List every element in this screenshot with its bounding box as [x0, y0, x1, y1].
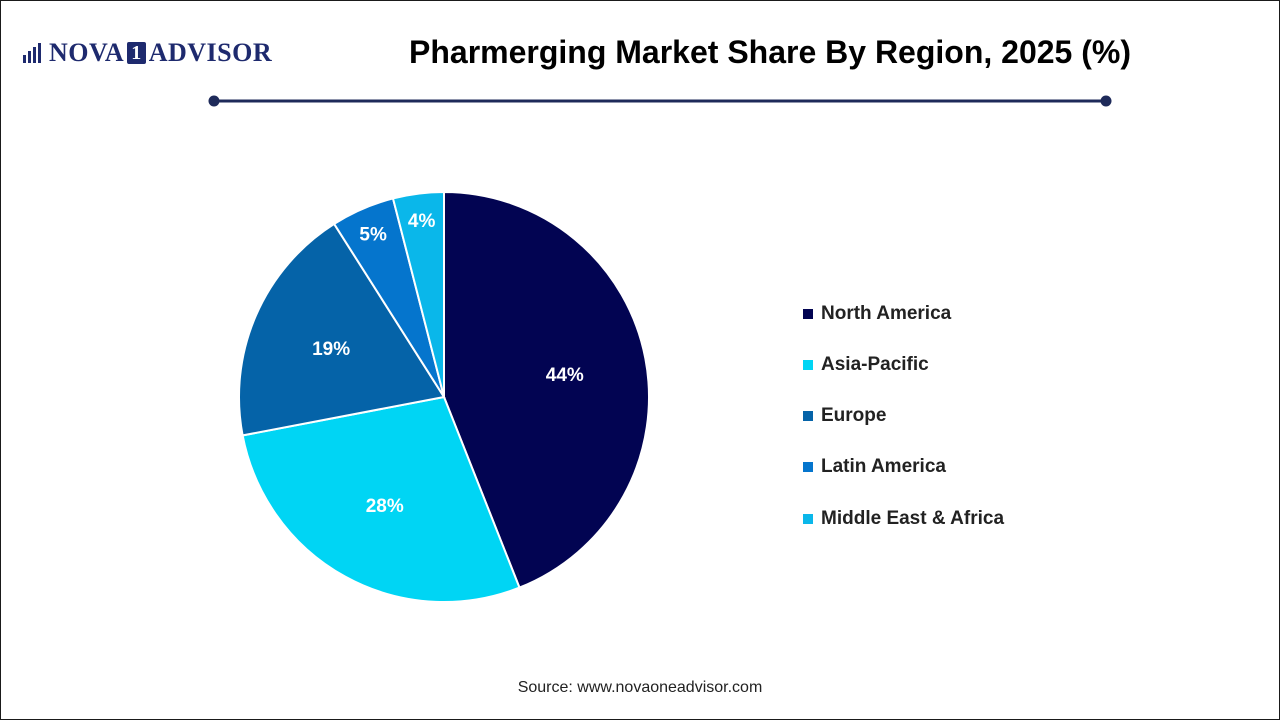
- legend-item-asia-pacific: Asia-Pacific: [803, 339, 1004, 390]
- legend-item-north-america: North America: [803, 288, 1004, 339]
- title-underline: [208, 95, 1112, 107]
- pie-slice-north-america: [443, 190, 650, 589]
- legend-swatch-europe: [803, 410, 813, 421]
- logo-bars-icon: [23, 43, 41, 63]
- logo-text-right: ADVISOR: [148, 38, 273, 67]
- legend-item-europe: Europe: [803, 390, 1004, 441]
- legend-label-middle-east-africa: Middle East & Africa: [821, 507, 1005, 529]
- source-note: Source: www.novaoneadvisor.com: [517, 679, 763, 696]
- chart-legend: North America Asia-Pacific Europe Latin Ame…: [803, 288, 1004, 544]
- legend-label-europe: Europe: [821, 404, 887, 426]
- pie-slice-europe: [238, 222, 446, 437]
- legend-swatch-north-america: [803, 308, 813, 319]
- pie-slice-asia-pacific: [241, 395, 521, 603]
- chart-title: Pharmerging Market Share By Region, 2025…: [409, 34, 1131, 70]
- legend-label-latin-america: Latin America: [821, 456, 946, 478]
- legend-swatch-latin-america: [803, 462, 813, 473]
- pie-slice-middle-east-africa: [391, 190, 445, 398]
- logo-text-left: NOVA: [49, 38, 125, 67]
- legend-label-north-america: North America: [821, 302, 952, 324]
- logo-text-box: 1: [127, 42, 146, 64]
- legend-swatch-middle-east-africa: [803, 513, 813, 524]
- data-label-latin-america: 5%: [359, 224, 387, 245]
- legend-item-middle-east-africa: Middle East & Africa: [803, 493, 1004, 544]
- legend-item-latin-america: Latin America: [803, 442, 1004, 493]
- data-label-europe: 19%: [312, 339, 350, 360]
- brand-logo: NOVA 1 ADVISOR: [22, 38, 272, 68]
- pie-chart: 44% 28% 19% 5% 4%: [238, 190, 650, 603]
- data-label-asia-pacific: 28%: [366, 496, 404, 517]
- legend-label-asia-pacific: Asia-Pacific: [821, 353, 929, 375]
- data-label-north-america: 44%: [546, 365, 584, 386]
- data-label-middle-east-africa: 4%: [408, 211, 436, 232]
- legend-swatch-asia-pacific: [803, 359, 813, 370]
